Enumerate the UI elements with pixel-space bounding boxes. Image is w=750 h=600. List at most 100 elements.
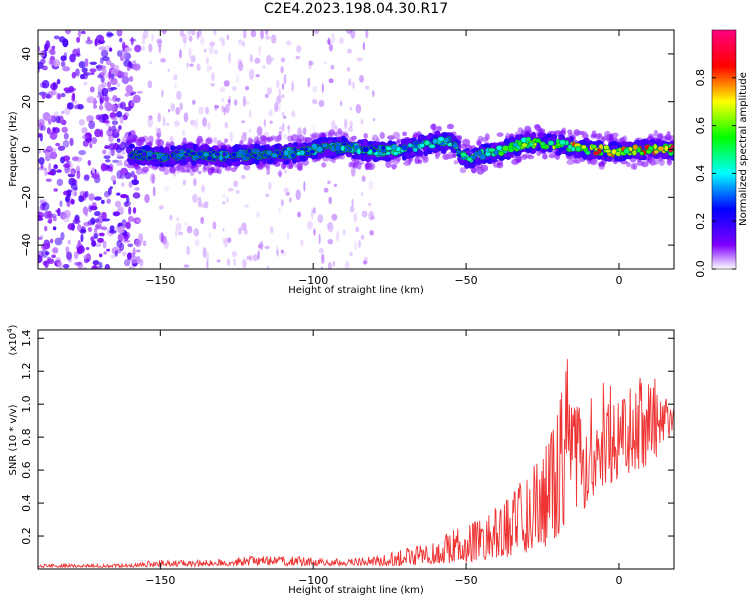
trend-core-point [591, 144, 597, 150]
noise-point [119, 242, 125, 252]
noise-point [173, 74, 178, 81]
noise-point [55, 115, 61, 124]
trend-halo-point [453, 160, 459, 165]
noise-point [110, 62, 115, 69]
noise-point [179, 30, 185, 38]
noise-point [52, 247, 59, 254]
noise-point [219, 37, 225, 42]
noise-point [138, 233, 144, 244]
noise-point [109, 86, 118, 91]
noise-point [250, 30, 257, 38]
trend-core-point [623, 147, 630, 155]
noise-point [98, 113, 107, 123]
noise-point [106, 81, 112, 88]
snr-frame [37, 329, 675, 570]
noise-point [320, 253, 325, 264]
trend-core-point [356, 148, 362, 155]
trend-halo-point [392, 131, 401, 140]
noise-point [328, 43, 334, 52]
noise-point [194, 239, 200, 247]
trend-core-point [392, 151, 399, 156]
trend-core-point [498, 150, 505, 157]
trend-halo-point [385, 160, 392, 169]
noise-point [121, 150, 126, 155]
noise-point [57, 145, 66, 151]
noise-point [241, 222, 247, 231]
trend-halo-point [356, 161, 362, 170]
trend-halo-point [163, 168, 170, 176]
noise-point [242, 132, 248, 137]
noise-point [255, 74, 260, 78]
y-tick-label: 20 [20, 95, 33, 109]
noise-point [119, 37, 123, 43]
noise-point [161, 89, 164, 98]
noise-point [130, 255, 138, 264]
noise-point [221, 105, 226, 113]
y-tick-label: 1.2 [20, 362, 33, 380]
trend-band-point [503, 138, 510, 145]
colorbar-tick-label: 0.6 [694, 117, 707, 135]
noise-point [303, 181, 306, 192]
trend-halo-point [202, 164, 210, 171]
noise-point [109, 186, 113, 190]
trend-halo-point [608, 133, 614, 142]
noise-point [259, 240, 264, 251]
trend-halo-point [195, 137, 204, 145]
noise-point [307, 77, 311, 88]
noise-point [101, 87, 109, 97]
noise-point [60, 55, 67, 62]
noise-point [106, 129, 114, 137]
noise-point [276, 94, 282, 104]
noise-point [363, 256, 368, 264]
noise-point [94, 38, 98, 47]
trend-halo-point [363, 133, 368, 139]
noise-point [61, 126, 68, 133]
noise-point [101, 81, 107, 88]
noise-point [78, 61, 86, 69]
trend-core-point [196, 150, 204, 157]
noise-point [132, 192, 141, 199]
noise-point [101, 67, 107, 75]
colorbar: 0.0 0.2 0.4 0.6 0.8 Normalized spectral ampl… [694, 29, 749, 278]
noise-point [40, 163, 44, 169]
noise-point [283, 74, 287, 85]
noise-point [278, 126, 283, 131]
noise-point [266, 265, 270, 269]
noise-point [100, 226, 108, 231]
noise-point [85, 39, 93, 45]
noise-point [242, 258, 247, 269]
noise-point [51, 45, 56, 50]
noise-point [165, 122, 170, 127]
noise-point [331, 120, 336, 130]
noise-point [108, 70, 112, 80]
noise-point [330, 64, 335, 70]
noise-point [201, 184, 206, 193]
noise-point [123, 201, 129, 208]
trend-halo-point [137, 138, 145, 147]
trend-halo-point [304, 137, 313, 144]
noise-point [179, 49, 182, 59]
noise-point [213, 30, 217, 36]
noise-point [242, 41, 245, 47]
noise-point [327, 238, 334, 245]
trend-core-point [535, 138, 542, 144]
noise-point [194, 119, 199, 129]
noise-point [76, 52, 81, 57]
trend-band-point [185, 156, 192, 162]
noise-point [188, 47, 192, 59]
noise-point [246, 101, 250, 105]
noise-point [131, 179, 139, 186]
x-tick-label: −50 [454, 274, 477, 287]
noise-point [120, 193, 128, 199]
trend-core-point [604, 148, 612, 154]
trend-halo-point [130, 138, 137, 143]
noise-point [257, 250, 260, 261]
noise-point [67, 239, 71, 245]
trend-core-point [401, 144, 409, 151]
noise-point [88, 193, 95, 201]
noise-point [98, 232, 105, 237]
noise-point [151, 34, 154, 42]
noise-point [244, 204, 249, 208]
noise-point [83, 221, 91, 227]
trend-halo-point [334, 130, 343, 139]
